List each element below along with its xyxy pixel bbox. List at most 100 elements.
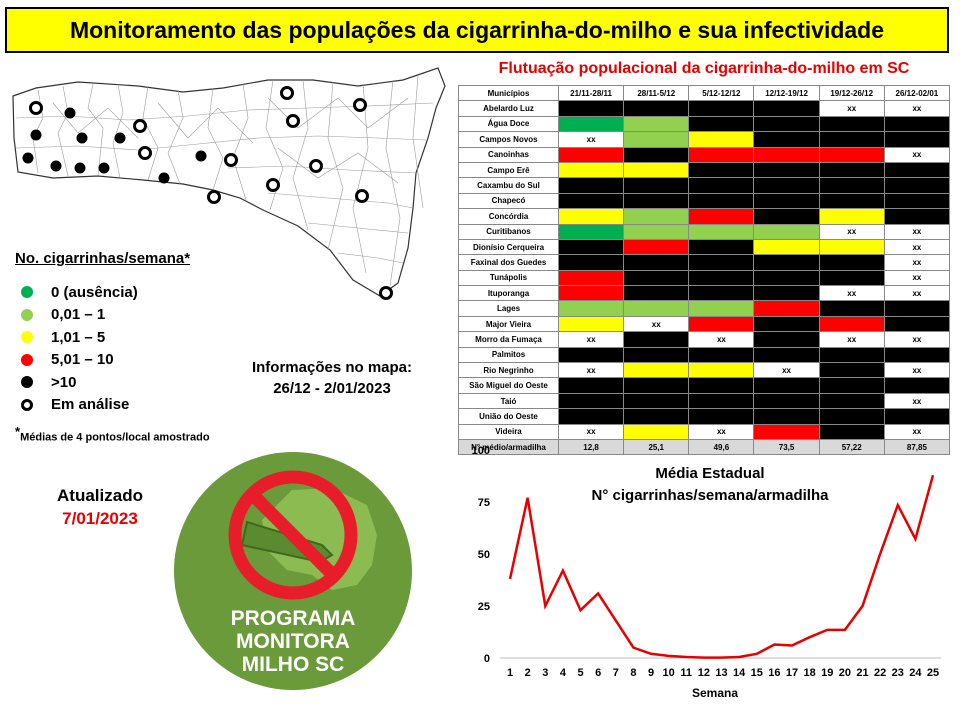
column-header-period: 28/11-5/12	[623, 84, 690, 102]
table-cell	[883, 115, 951, 133]
table-cell	[557, 392, 625, 410]
table-cell	[883, 377, 951, 394]
x-tick-label: 15	[751, 667, 763, 679]
legend-item-label: >10	[51, 373, 77, 391]
x-tick-label: 18	[804, 667, 816, 679]
table-cell	[818, 131, 885, 148]
municipality-name: Rio Negrinho	[458, 362, 559, 379]
legend-item-label: Em análise	[51, 396, 130, 414]
table-cell	[688, 285, 755, 302]
table-cell	[623, 192, 690, 210]
x-tick-label: 25	[927, 667, 939, 679]
column-header-period: 21/11-28/11	[557, 84, 625, 102]
marker-em-analise	[266, 178, 280, 192]
average-value: 25,1	[623, 438, 690, 456]
table-cell	[883, 346, 951, 364]
table-cell	[883, 300, 951, 317]
table-cell	[688, 115, 755, 133]
table-header-row: Municípios 21/11-28/11 28/11-5/12 5/12-12/1…	[458, 84, 951, 102]
municipality-name: Tunápolis	[458, 269, 559, 287]
chart-x-ticks: 1 2 3 4 5 6 7 8 9 10 11 12 13 14 15 16 17 18 19 20 21 22 23 24 2…	[507, 667, 939, 679]
map-markers	[22, 86, 393, 300]
table-cell	[818, 208, 885, 225]
table-cell	[818, 146, 885, 163]
table-cell	[688, 238, 755, 256]
table-cell	[818, 423, 885, 440]
table-cell	[818, 115, 885, 133]
x-tick-label: 4	[560, 667, 567, 679]
table-cell	[623, 223, 690, 240]
marker-gt10	[114, 132, 126, 144]
prohibition-icon	[228, 470, 358, 600]
x-tick-label: 19	[821, 667, 833, 679]
page-title: Monitoramento das populações da cigarrin…	[5, 7, 949, 53]
column-header-period: 19/12-26/12	[818, 84, 885, 102]
population-table: Municípios 21/11-28/11 28/11-5/12 5/12-12/1…	[458, 84, 951, 456]
table-cell	[557, 269, 625, 287]
table-cell	[623, 131, 690, 148]
table-cell	[688, 223, 755, 240]
x-tick-label: 24	[909, 667, 922, 679]
table-cell	[688, 161, 755, 179]
table-cell	[557, 315, 625, 333]
table-cell	[623, 115, 690, 133]
chart-title: Média Estadual	[655, 465, 764, 482]
legend-dot-icon	[21, 353, 33, 366]
marker-em-analise	[355, 189, 369, 203]
table-row: Água Doce	[458, 115, 951, 133]
table-cell	[688, 177, 755, 194]
legend-title: No. cigarrinhas/semana*	[15, 250, 191, 267]
table-cell	[818, 269, 885, 287]
table-cell	[688, 315, 755, 333]
municipality-name: Morro da Fumaça	[458, 331, 559, 348]
table-cell	[818, 392, 885, 410]
marker-em-analise	[280, 86, 294, 100]
legend-note: *Médias de 4 pontos/local amostrado	[15, 424, 245, 444]
table-cell: xx	[818, 100, 885, 117]
y-tick-label: 100	[472, 445, 490, 457]
x-tick-label: 8	[630, 667, 636, 679]
table-cell: xx	[883, 223, 951, 240]
marker-em-analise	[353, 98, 367, 112]
municipality-name: Ituporanga	[458, 285, 559, 302]
table-cell	[688, 408, 755, 425]
table-row: União do Oeste	[458, 408, 951, 425]
table-cell	[753, 254, 820, 271]
table-cell	[557, 177, 625, 194]
table-cell	[818, 377, 885, 394]
table-row: Lages	[458, 300, 951, 317]
y-tick-label: 75	[478, 497, 490, 509]
table-cell	[818, 177, 885, 194]
municipality-name: Faxinal dos Guedes	[458, 254, 559, 271]
logo-line1: PROGRAMA	[231, 607, 356, 630]
table-cell	[623, 362, 690, 379]
legend: No. cigarrinhas/semana* 0 (ausência) 0,01…	[15, 250, 245, 444]
table-cell: xx	[883, 254, 951, 271]
table-row: Major Vieira xx	[458, 315, 951, 333]
marker-gt10	[30, 129, 42, 141]
x-tick-label: 7	[613, 667, 619, 679]
table-row: Caxambu do Sul	[458, 177, 951, 194]
table-cell	[557, 146, 625, 163]
column-header-period: 26/12-02/01	[883, 84, 951, 102]
column-header-period: 12/12-19/12	[753, 84, 820, 102]
table-cell	[753, 146, 820, 163]
table-cell	[818, 254, 885, 271]
marker-em-analise	[309, 159, 323, 173]
marker-em-analise	[207, 190, 221, 204]
legend-note-star: *	[15, 424, 21, 439]
table-cell: xx	[883, 238, 951, 256]
legend-item-label: 0,01 – 1	[51, 306, 106, 324]
table-row: Ituporanga xx xx	[458, 285, 951, 302]
municipality-name: Concórdia	[458, 208, 559, 225]
table-cell	[688, 377, 755, 394]
table-cell: xx	[557, 423, 625, 440]
marker-gt10	[74, 162, 86, 174]
average-row: N° médio/armadilha 12,8 25,1 49,6 73,5 57,22 8…	[458, 438, 951, 456]
average-row-label: N° médio/armadilha	[458, 438, 559, 456]
table-cell: xx	[688, 331, 755, 348]
table-cell	[883, 208, 951, 225]
x-tick-label: 17	[786, 667, 798, 679]
x-tick-label: 22	[874, 667, 886, 679]
table-cell	[753, 208, 820, 225]
